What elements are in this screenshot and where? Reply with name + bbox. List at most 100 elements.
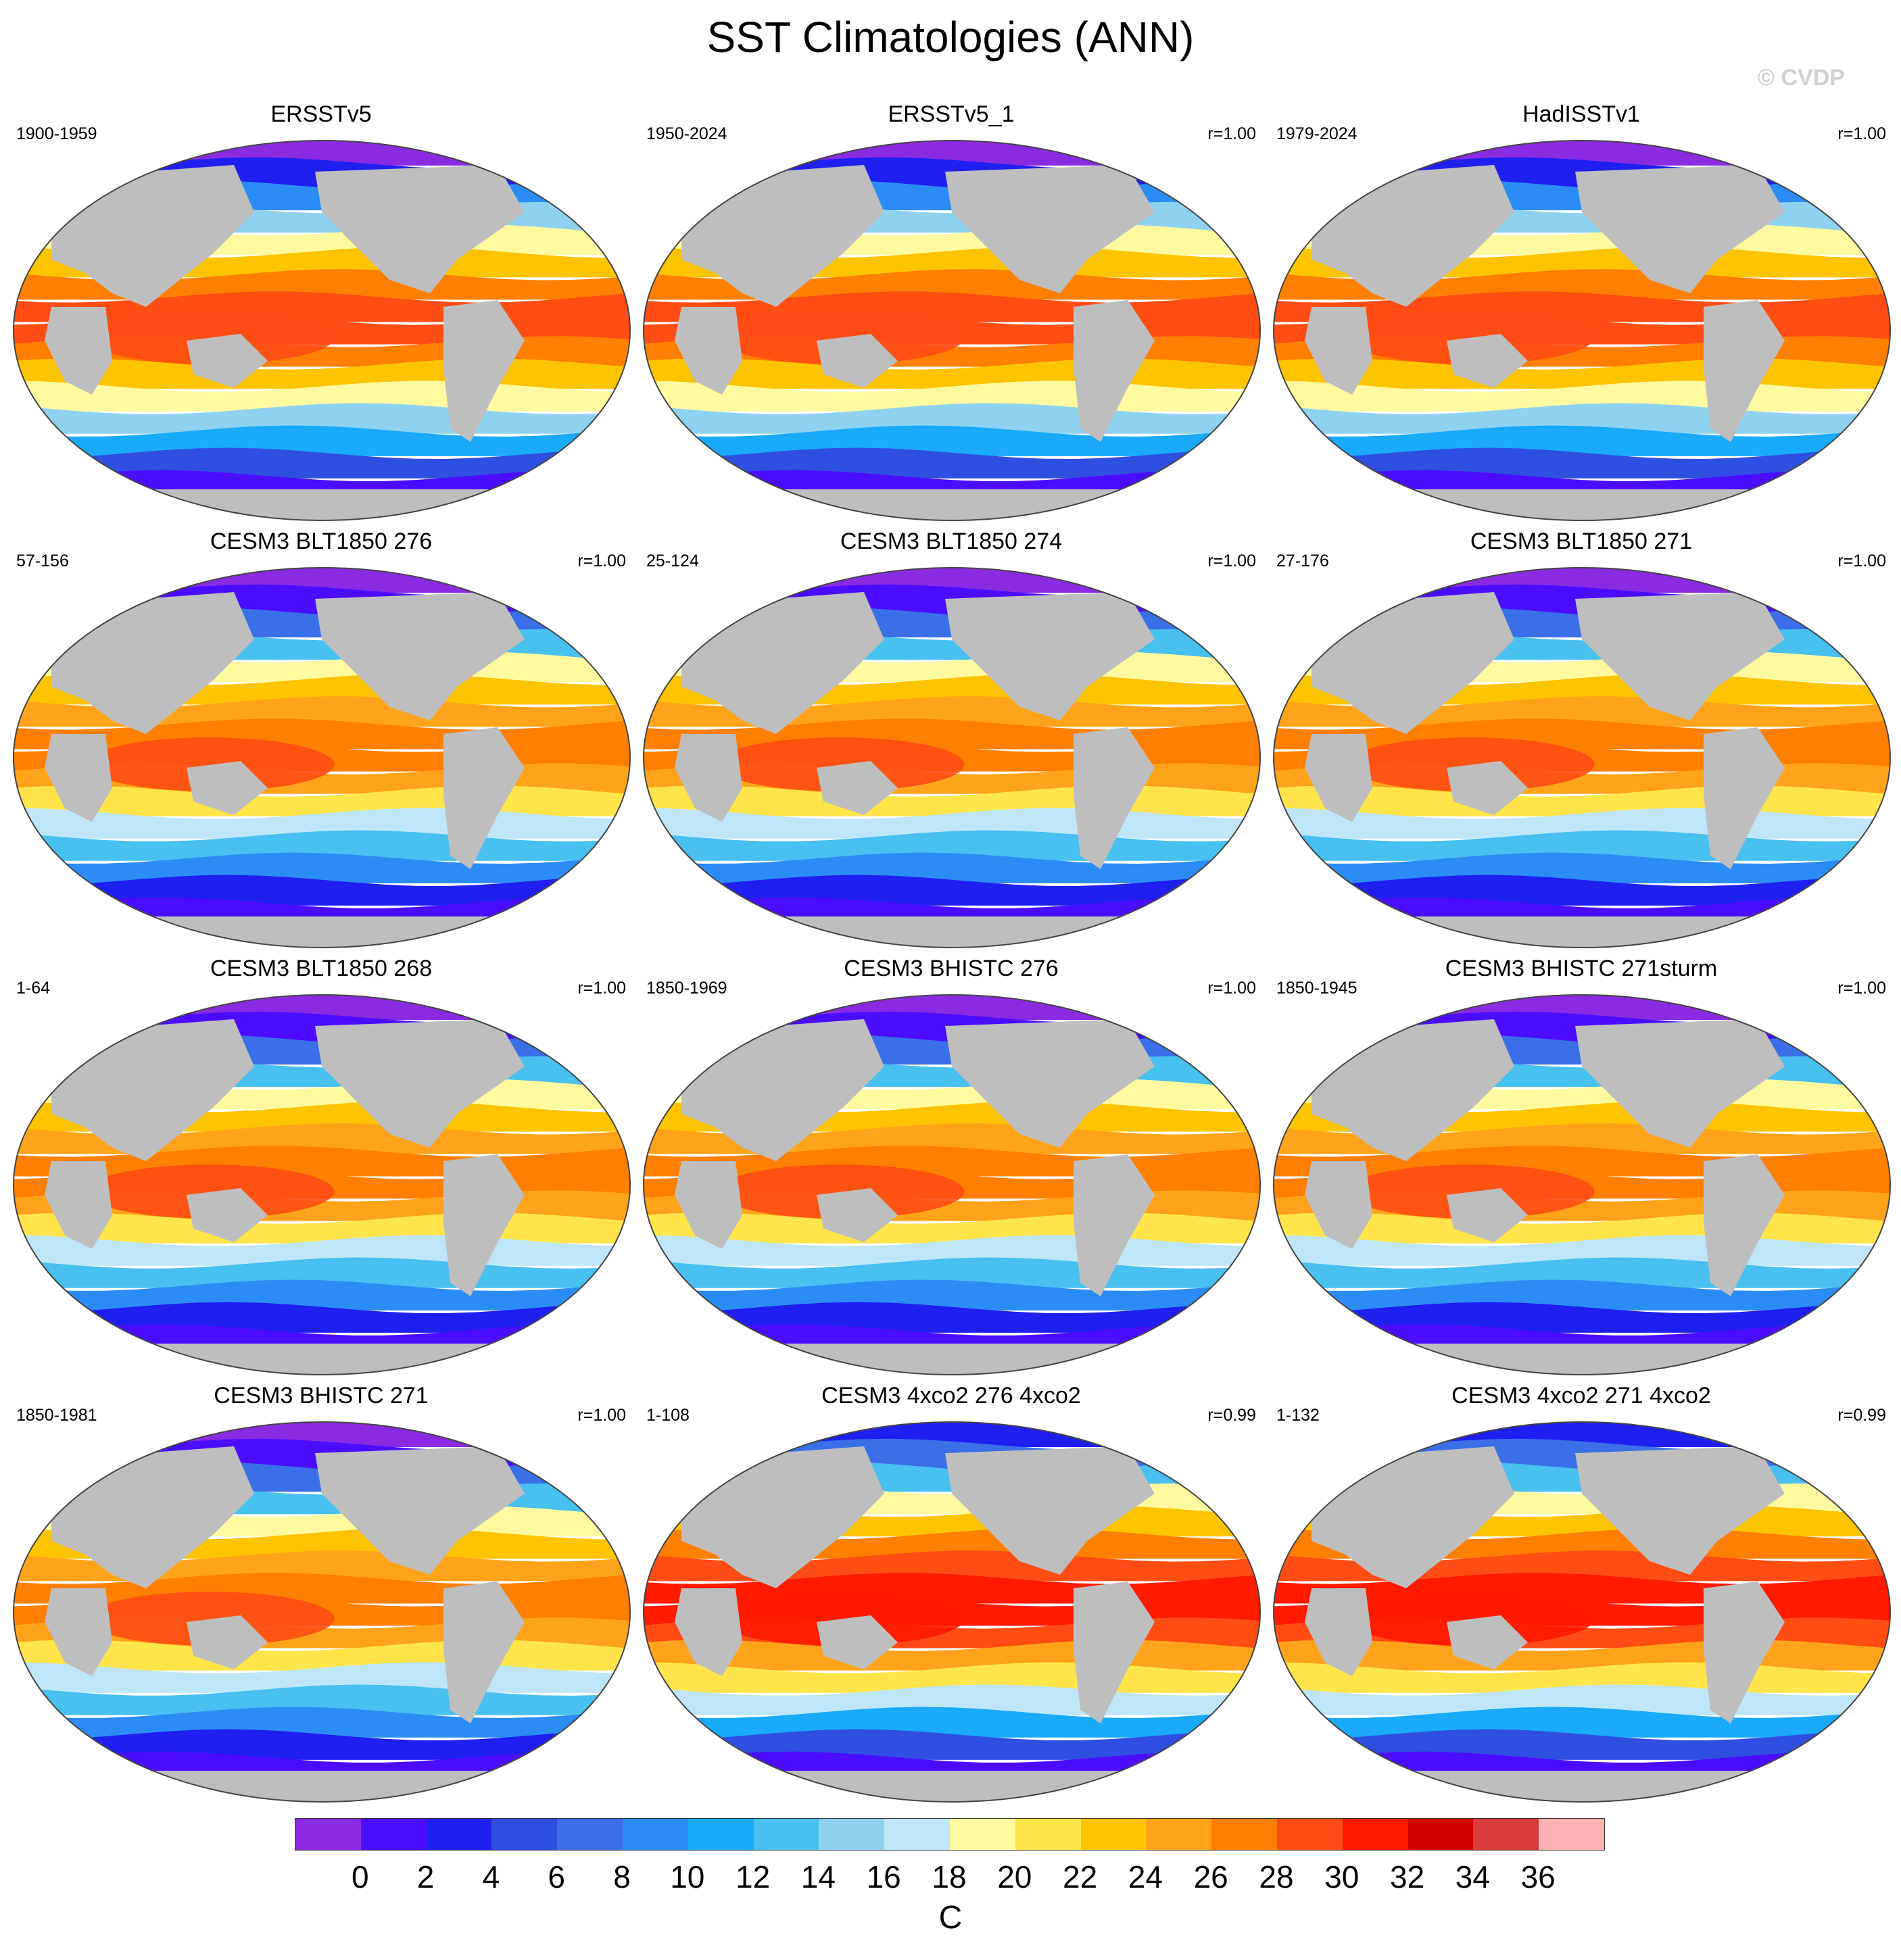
colorbar-tick-labels: 0 2 4 6 8 10 12 14 16 18 20 22 24 26 28 30 32 34 36 bbox=[295, 1859, 1604, 1899]
colorbar-box bbox=[819, 1819, 885, 1850]
panel-year-range: 1-132 bbox=[1276, 1406, 1320, 1425]
panel-pattern-correlation: r=1.00 bbox=[1207, 979, 1256, 998]
colorbar-tick: 0 bbox=[352, 1859, 369, 1894]
map-outline bbox=[643, 140, 1261, 521]
panel-title: CESM3 BHISTC 271 bbox=[214, 1383, 429, 1408]
panel-title: ERSSTv5_1 bbox=[888, 101, 1015, 127]
warm-pool bbox=[715, 737, 965, 791]
sst-band bbox=[1274, 852, 1890, 883]
land-mass bbox=[1575, 1019, 1785, 1148]
watermark: © CVDP bbox=[1758, 65, 1845, 91]
land-mass bbox=[1305, 734, 1372, 822]
colorbar-tick: 16 bbox=[866, 1859, 901, 1894]
panel-pattern-correlation: r=1.00 bbox=[1837, 979, 1886, 998]
sst-map bbox=[1273, 1421, 1891, 1803]
warm-pool bbox=[1345, 310, 1595, 364]
land-mass bbox=[817, 334, 898, 388]
panel-year-range: 1850-1969 bbox=[646, 979, 727, 998]
colorbar-box bbox=[688, 1819, 754, 1850]
colorbar-box bbox=[557, 1819, 623, 1850]
colorbar-box bbox=[1407, 1819, 1474, 1850]
land-mass bbox=[736, 1344, 1155, 1375]
sst-band bbox=[14, 1707, 630, 1738]
land-mass bbox=[1305, 1588, 1372, 1676]
land-mass bbox=[187, 1615, 268, 1669]
sst-band bbox=[644, 1707, 1260, 1738]
sst-band bbox=[14, 852, 630, 883]
land-mass bbox=[681, 592, 884, 734]
land-mass bbox=[1447, 1615, 1528, 1669]
colorbar-box bbox=[1211, 1819, 1277, 1850]
colorbar-tick: 34 bbox=[1455, 1859, 1490, 1894]
land-mass bbox=[736, 1771, 1155, 1802]
map-panel: CESM3 BLT1850 271 27-176 r=1.00 bbox=[1267, 529, 1896, 961]
panel-year-range: 1-108 bbox=[646, 1406, 690, 1425]
sst-band bbox=[644, 1279, 1260, 1310]
land-mass bbox=[1704, 727, 1785, 869]
sst-band bbox=[644, 425, 1260, 456]
map-panel: ERSSTv5_1 1950-2024 r=1.00 bbox=[637, 101, 1266, 534]
land-mass bbox=[1575, 165, 1785, 293]
panel-year-range: 1900-1959 bbox=[16, 124, 97, 143]
panel-year-range: 1-64 bbox=[16, 979, 51, 998]
panel-year-range: 1850-1945 bbox=[1276, 979, 1357, 998]
colorbar-tick: 32 bbox=[1390, 1859, 1425, 1894]
panel-pattern-correlation: r=1.00 bbox=[577, 979, 626, 998]
map-panel: CESM3 BLT1850 274 25-124 r=1.00 bbox=[637, 529, 1266, 961]
sst-band bbox=[644, 696, 1260, 727]
colorbar-tick: 6 bbox=[548, 1859, 565, 1894]
land-mass bbox=[1447, 761, 1528, 815]
colorbar-tick: 12 bbox=[736, 1859, 771, 1894]
sst-band bbox=[14, 1550, 630, 1582]
land-mass bbox=[45, 734, 112, 822]
land-mass bbox=[675, 1161, 742, 1249]
sst-map bbox=[1273, 994, 1891, 1375]
land-mass bbox=[675, 1588, 742, 1676]
colorbar-box bbox=[884, 1819, 950, 1850]
panel-pattern-correlation: r=1.00 bbox=[1837, 552, 1886, 570]
sst-band bbox=[14, 1279, 630, 1310]
panel-title: CESM3 BHISTC 276 bbox=[844, 956, 1059, 981]
panel-title: CESM3 BLT1850 268 bbox=[210, 956, 433, 981]
panel-year-range: 25-124 bbox=[646, 552, 699, 570]
panel-year-range: 1979-2024 bbox=[1276, 124, 1357, 143]
colorbar-tick: 4 bbox=[482, 1859, 500, 1894]
sst-map bbox=[13, 567, 631, 948]
map-outline bbox=[1273, 994, 1891, 1375]
sst-map bbox=[13, 994, 631, 1375]
land-mass bbox=[681, 1019, 884, 1161]
map-outline bbox=[643, 567, 1261, 948]
land-mass bbox=[105, 1344, 525, 1375]
land-mass bbox=[1312, 165, 1514, 307]
land-mass bbox=[817, 761, 898, 815]
land-mass bbox=[187, 761, 268, 815]
map-outline bbox=[13, 1421, 631, 1803]
map-panel: ERSSTv5 1900-1959 bbox=[7, 101, 635, 534]
map-outline bbox=[13, 567, 631, 948]
colorbar-box bbox=[360, 1819, 427, 1850]
map-panel: HadISSTv1 1979-2024 r=1.00 bbox=[1267, 101, 1896, 534]
land-mass bbox=[1312, 592, 1514, 734]
colorbar-tick: 24 bbox=[1128, 1859, 1163, 1894]
colorbar-box bbox=[1539, 1819, 1604, 1850]
colorbar-tick: 26 bbox=[1193, 1859, 1228, 1894]
colorbar-tick: 30 bbox=[1324, 1859, 1359, 1894]
map-outline bbox=[1273, 1421, 1891, 1803]
warm-pool bbox=[1345, 737, 1595, 791]
panel-pattern-correlation: r=1.00 bbox=[1207, 124, 1256, 143]
sst-band bbox=[1274, 1123, 1890, 1154]
colorbar-box bbox=[426, 1819, 492, 1850]
land-mass bbox=[315, 592, 525, 720]
colorbar-box bbox=[622, 1819, 688, 1850]
land-mass bbox=[1305, 307, 1372, 395]
page-title: SST Climatologies (ANN) bbox=[706, 13, 1195, 62]
sst-map bbox=[1273, 140, 1891, 521]
warm-pool bbox=[1345, 1592, 1595, 1646]
warm-pool bbox=[85, 310, 335, 364]
colorbar-tick: 14 bbox=[800, 1859, 836, 1894]
sst-map bbox=[643, 1421, 1261, 1803]
land-mass bbox=[675, 734, 742, 822]
panel-title: ERSSTv5 bbox=[270, 101, 372, 127]
panel-title: CESM3 4xco2 276 4xco2 bbox=[821, 1383, 1081, 1408]
warm-pool bbox=[715, 1165, 965, 1219]
